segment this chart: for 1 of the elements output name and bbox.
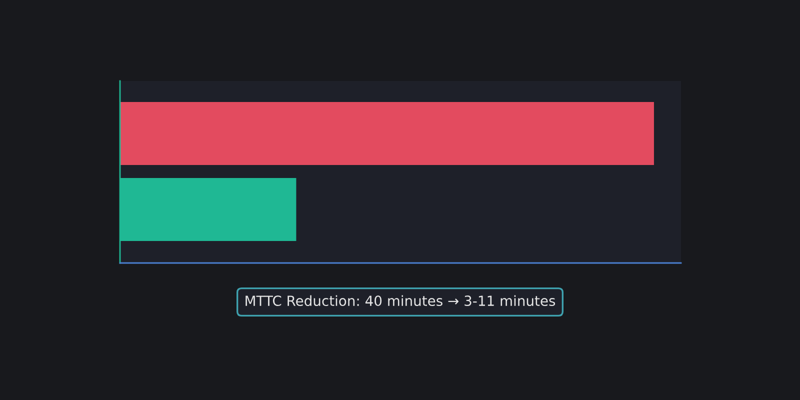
- text: MTTC Reduction: 40 minutes → 3-11 minutes: [246, 295, 556, 306]
